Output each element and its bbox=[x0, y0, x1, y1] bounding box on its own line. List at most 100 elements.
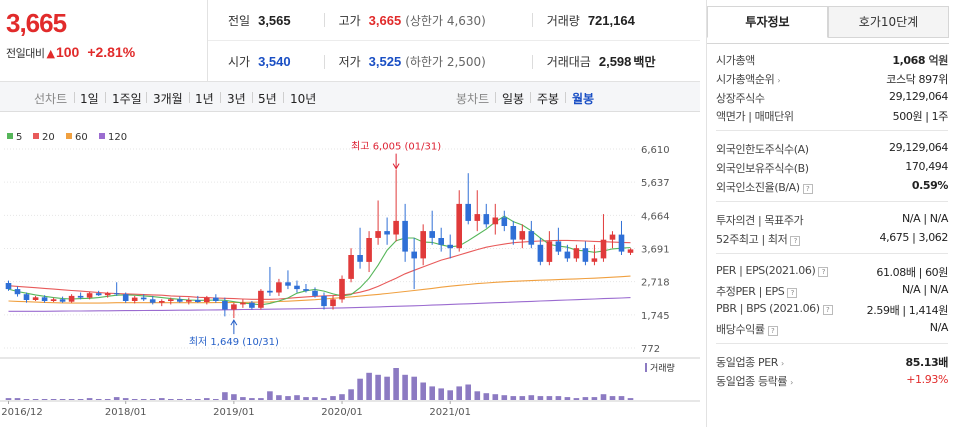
candle-body bbox=[312, 290, 318, 296]
info-label: 외국인소진율(B/A)? bbox=[716, 179, 813, 195]
period-3y[interactable]: 3년 bbox=[227, 92, 246, 106]
volume-bar bbox=[618, 396, 625, 400]
info-row: 외국인한도주식수(A) 29,129,064 bbox=[716, 139, 948, 156]
candle-monthly[interactable]: 월봉 bbox=[572, 92, 595, 106]
volume-bar bbox=[186, 399, 192, 400]
section-divider bbox=[716, 343, 948, 344]
candle-body bbox=[528, 231, 535, 245]
volume-bar bbox=[50, 399, 57, 400]
volume-bar bbox=[609, 396, 616, 400]
volume-bar bbox=[510, 396, 517, 400]
period-1w[interactable]: 1주일 bbox=[112, 92, 142, 106]
candle-body bbox=[501, 217, 508, 226]
candle-body bbox=[113, 293, 120, 295]
info-label: 상장주식수 bbox=[716, 92, 765, 105]
volume-bar bbox=[249, 398, 255, 400]
help-icon[interactable]: ? bbox=[787, 288, 798, 298]
candle-body bbox=[537, 244, 544, 262]
volume-bar bbox=[77, 399, 84, 400]
candle-body bbox=[375, 231, 381, 238]
candle-body bbox=[249, 302, 255, 308]
low-label: 저가 bbox=[338, 55, 361, 69]
prev-close-cell: 전일 3,565 bbox=[208, 0, 324, 40]
candle-body bbox=[600, 239, 607, 259]
help-icon[interactable]: ? bbox=[822, 305, 833, 315]
candle-body bbox=[465, 203, 471, 221]
candle-body bbox=[411, 251, 417, 259]
period-10y[interactable]: 10년 bbox=[290, 92, 317, 106]
period-3m[interactable]: 3개월 bbox=[153, 92, 183, 106]
help-icon[interactable]: ? bbox=[790, 236, 801, 246]
period-toolbar: 선차트 1일 1주일 3개월 1년 3년 5년 10년 봉차트 일봉 주봉 월봉 bbox=[0, 82, 700, 112]
divider bbox=[565, 92, 566, 103]
volume-bar bbox=[339, 394, 345, 400]
volume-bar bbox=[104, 399, 111, 400]
section-divider bbox=[716, 130, 948, 131]
info-row: 배당수익률? N/A bbox=[716, 319, 948, 336]
volume-bar bbox=[149, 399, 156, 400]
info-row: 추정PER | EPS? N/A | N/A bbox=[716, 281, 948, 298]
ma20-line bbox=[8, 239, 631, 300]
chevron-right-icon[interactable]: › bbox=[790, 378, 793, 387]
x-tick-label: 2020/01 bbox=[321, 407, 363, 418]
volume-bars: 거래량 bbox=[5, 362, 675, 400]
period-5y[interactable]: 5년 bbox=[258, 92, 277, 106]
info-value: 170,494 bbox=[905, 160, 948, 173]
candle-body bbox=[429, 231, 435, 238]
info-value: 29,129,064 bbox=[889, 90, 948, 103]
divider bbox=[220, 92, 221, 103]
candle-body bbox=[456, 203, 462, 249]
divider bbox=[531, 13, 533, 27]
help-icon[interactable]: ? bbox=[802, 184, 813, 194]
volume-bar bbox=[492, 394, 499, 400]
candle-body bbox=[285, 282, 291, 286]
volume-value: 721,164 bbox=[587, 12, 635, 28]
divider bbox=[283, 92, 284, 103]
candle-body bbox=[618, 234, 625, 252]
candle-body bbox=[573, 248, 580, 259]
help-icon[interactable]: ? bbox=[767, 326, 778, 336]
candle-body bbox=[555, 241, 562, 252]
tab-invest-info[interactable]: 투자정보 bbox=[707, 6, 828, 38]
info-value: 2.59배 | 1,414원 bbox=[866, 304, 949, 317]
volume-bar bbox=[159, 398, 165, 400]
period-1y[interactable]: 1년 bbox=[195, 92, 214, 106]
candle-body bbox=[564, 251, 571, 259]
help-icon[interactable]: ? bbox=[818, 267, 829, 277]
ma60-line bbox=[8, 275, 631, 304]
chevron-right-icon[interactable]: › bbox=[777, 76, 781, 85]
x-tick-label: 2016/12 bbox=[1, 407, 43, 418]
info-row: 상장주식수 29,129,064 bbox=[716, 88, 948, 105]
volume-bar bbox=[555, 396, 562, 400]
volume-bar bbox=[456, 386, 462, 400]
candle-body bbox=[519, 231, 526, 240]
volume-bar bbox=[312, 397, 318, 400]
volume-bar bbox=[258, 398, 264, 400]
info-label: 시가총액 bbox=[716, 54, 755, 67]
tab-order-book[interactable]: 호가10단계 bbox=[828, 6, 949, 38]
candle-body bbox=[582, 248, 589, 262]
volume-bar bbox=[357, 378, 363, 400]
y-tick-label: 2,718 bbox=[641, 278, 670, 289]
volume-bar bbox=[447, 390, 453, 400]
candle-daily[interactable]: 일봉 bbox=[502, 92, 525, 106]
ma5-line bbox=[8, 215, 631, 306]
volume-label: 거래량 bbox=[546, 13, 580, 28]
info-row: 외국인보유주식수(B) 170,494 bbox=[716, 158, 948, 175]
volume-bar bbox=[537, 396, 544, 400]
chevron-right-icon[interactable]: › bbox=[781, 359, 784, 368]
period-1d[interactable]: 1일 bbox=[80, 92, 99, 106]
info-value: 85.13배 bbox=[905, 356, 948, 369]
volume-bar bbox=[519, 396, 526, 400]
candle-body bbox=[591, 258, 598, 262]
volume-bar bbox=[465, 384, 471, 400]
info-value: 29,129,064 bbox=[889, 141, 948, 154]
open-label: 시가 bbox=[228, 55, 251, 69]
volume-bar bbox=[23, 399, 30, 400]
side-tabs: 투자정보 호가10단계 bbox=[707, 6, 949, 44]
divider bbox=[105, 92, 106, 103]
candle-weekly[interactable]: 주봉 bbox=[537, 92, 560, 106]
candle-body bbox=[294, 285, 300, 290]
candle-body bbox=[366, 238, 372, 262]
divider bbox=[323, 13, 325, 27]
